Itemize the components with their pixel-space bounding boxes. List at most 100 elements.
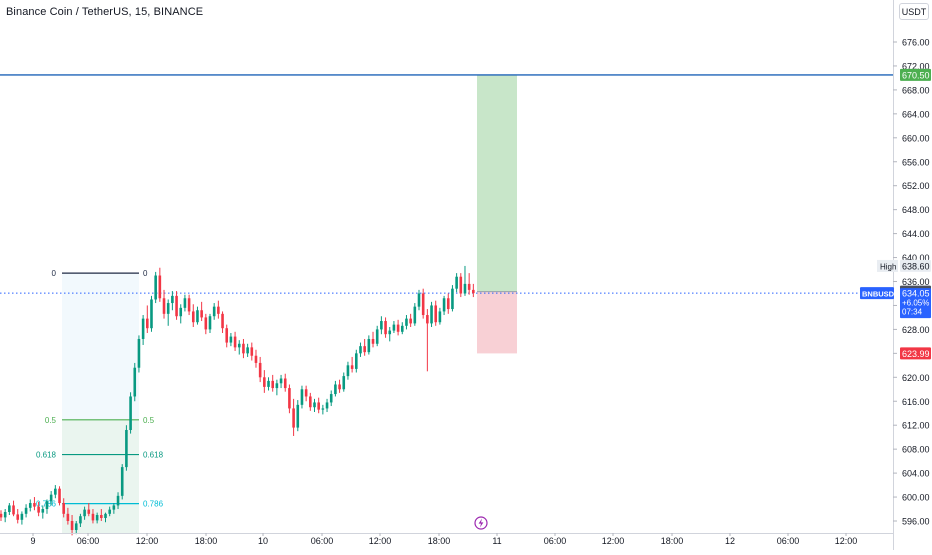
- candle-body: [367, 338, 371, 353]
- candle-body: [183, 298, 187, 308]
- candle: [467, 273, 471, 295]
- price-tick-label: 672.00: [902, 61, 930, 71]
- price-markers: 670.50638.60High634.31623.99BNBUSDT634.0…: [860, 68, 931, 360]
- candle-body: [392, 324, 396, 331]
- candle-body: [87, 509, 91, 514]
- candle: [208, 313, 212, 333]
- candle-body: [350, 365, 354, 369]
- candle: [87, 503, 91, 517]
- candle: [12, 500, 15, 517]
- candle-body: [16, 514, 20, 520]
- candle: [8, 503, 11, 516]
- last-price-countdown-label: 07:34: [902, 308, 923, 317]
- time-tick-label: 12: [725, 536, 735, 546]
- candle-body: [309, 396, 312, 408]
- candle-body: [405, 318, 408, 326]
- candle-body: [37, 506, 40, 513]
- candle: [246, 343, 249, 357]
- time-tick-label: 12:00: [602, 536, 625, 546]
- price-axis[interactable]: 596.00 600.00 604.00 608.00 612.00 616.00 620.…: [893, 0, 930, 550]
- currency-selector[interactable]: USDT: [899, 3, 929, 20]
- price-tick-label: 616.00: [902, 397, 930, 407]
- fib-level-label-left: 0.618: [36, 451, 57, 460]
- candle-body: [384, 321, 387, 335]
- candle-body: [446, 298, 450, 310]
- candle: [146, 305, 149, 333]
- time-axis[interactable]: 9 06:00 12:00 18:00 10 06:00 12:00 18:00 11 06:00…: [0, 533, 893, 546]
- candle: [200, 301, 203, 322]
- time-tick-label: 12:00: [835, 536, 858, 546]
- candle-body: [380, 321, 383, 330]
- time-tick-label: 12:00: [369, 536, 392, 546]
- price-tick-label: 612.00: [902, 421, 930, 431]
- candle: [33, 497, 36, 511]
- candle: [95, 512, 99, 524]
- price-tick-label: 636.00: [902, 277, 930, 287]
- candle-body: [116, 495, 120, 506]
- candle-body: [250, 347, 254, 356]
- candles: [0, 265, 475, 536]
- candle-body: [28, 503, 32, 508]
- position-stop-zone[interactable]: [477, 291, 517, 354]
- candle: [137, 335, 141, 373]
- candle: [446, 293, 450, 314]
- candle: [258, 356, 262, 383]
- candle: [191, 304, 195, 328]
- candle-body: [212, 306, 216, 317]
- candle: [292, 398, 295, 436]
- candle: [426, 309, 429, 372]
- price-tick-label: 660.00: [902, 133, 930, 143]
- candle: [125, 425, 128, 471]
- candle: [225, 324, 229, 348]
- lightning-icon-bolt[interactable]: [478, 518, 484, 528]
- last-price-box: [900, 288, 931, 319]
- candle-body: [338, 384, 341, 390]
- time-tick-label: 18:00: [195, 536, 218, 546]
- candle-body: [79, 516, 82, 524]
- candle: [233, 331, 237, 351]
- candle: [371, 331, 375, 348]
- high-label-box: [877, 259, 898, 272]
- candle: [158, 267, 162, 302]
- candle-body: [112, 505, 116, 510]
- candle: [24, 504, 28, 518]
- price-tick-label: 652.00: [902, 181, 930, 191]
- candle-body: [95, 515, 99, 521]
- candle: [334, 380, 337, 397]
- candle-body: [467, 283, 471, 290]
- candle: [204, 313, 208, 335]
- price-tag-label: 623.99: [902, 349, 930, 359]
- time-tick-label: 18:00: [661, 536, 684, 546]
- candle-body: [150, 299, 153, 329]
- lightning-icon[interactable]: [474, 516, 488, 530]
- candle-body: [137, 338, 141, 368]
- price-tag-box: [900, 347, 931, 360]
- candle: [455, 273, 458, 293]
- candle-body: [91, 513, 95, 521]
- candle-body: [438, 311, 442, 323]
- candle: [49, 491, 53, 506]
- candle: [313, 398, 316, 413]
- candle-body: [371, 338, 375, 344]
- candle: [304, 385, 308, 402]
- candle: [300, 385, 304, 409]
- candle: [166, 299, 170, 326]
- position-profit-zone[interactable]: [477, 74, 517, 292]
- candle-body: [49, 494, 53, 502]
- candle-body: [154, 275, 157, 300]
- candle-body: [175, 295, 178, 317]
- candle: [83, 506, 86, 520]
- candle-body: [417, 293, 421, 307]
- candle-body: [104, 513, 107, 519]
- candle: [0, 510, 3, 521]
- candle: [350, 356, 354, 373]
- candle-body: [58, 488, 61, 504]
- candle: [309, 392, 312, 411]
- horizontal-line-price-tag-box: [900, 68, 931, 81]
- candle: [212, 303, 216, 320]
- fib-level-label-left: 0: [52, 269, 57, 278]
- candle: [400, 322, 404, 335]
